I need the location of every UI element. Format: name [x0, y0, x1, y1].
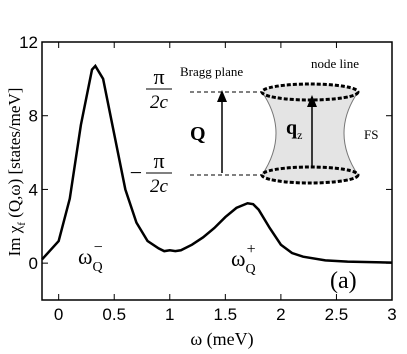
x-tick-label: 3: [387, 305, 396, 324]
q-label: Q: [190, 123, 206, 145]
data-line: [41, 63, 393, 264]
plot-frame: [41, 41, 393, 301]
peak-sup: −: [94, 239, 103, 256]
node-ellipse: [260, 82, 360, 102]
panel-label: (a): [330, 268, 357, 294]
qz-label: qz: [286, 117, 302, 142]
peak-sub: Q: [92, 260, 102, 275]
y-tick-label: 12: [19, 33, 38, 52]
peak-base: ω: [78, 244, 92, 269]
qz-base: q: [286, 117, 297, 139]
y-tick-label: 4: [29, 180, 38, 199]
x-tick-label: 0.5: [102, 305, 126, 324]
peak-label: ωQ −: [78, 239, 103, 275]
node-ellipse: [260, 165, 360, 185]
y-label-sub: f: [16, 222, 28, 226]
bragg-label: Bragg plane: [180, 64, 243, 79]
x-tick-label: 2: [276, 305, 285, 324]
y-tick-label: 0: [29, 254, 38, 273]
numerator: π: [153, 64, 164, 89]
peak-base: ω: [231, 246, 245, 271]
denominator: 2c: [150, 92, 169, 113]
fs-label: FS: [364, 127, 378, 142]
peak-sup: +: [247, 241, 256, 258]
peak-sub: Q: [245, 262, 255, 277]
y-label-prefix: Im χ: [5, 225, 24, 256]
arrow-head: [307, 95, 317, 107]
qz-sub: z: [297, 128, 302, 142]
inset: π 2c − π 2c Bragg plane node line FS Q q…: [130, 56, 379, 197]
arrow-head: [217, 90, 227, 102]
x-tick-label: 2.5: [325, 305, 349, 324]
x-tick-label: 1.5: [214, 305, 238, 324]
x-axis-label: ω (meV): [190, 329, 253, 350]
x-tick-label: 1: [165, 305, 174, 324]
denominator: 2c: [150, 176, 169, 197]
y-label-suffix: (Q,ω) [states/meV]: [5, 88, 24, 222]
x-tick-label: 0: [54, 305, 63, 324]
numerator: π: [153, 148, 164, 173]
y-axis-label: Im χf (Q,ω) [states/meV]: [5, 88, 28, 257]
y-tick-label: 8: [29, 107, 38, 126]
sign: −: [130, 160, 142, 185]
peak-label: ωQ +: [231, 241, 256, 277]
node-label: node line: [311, 56, 359, 71]
